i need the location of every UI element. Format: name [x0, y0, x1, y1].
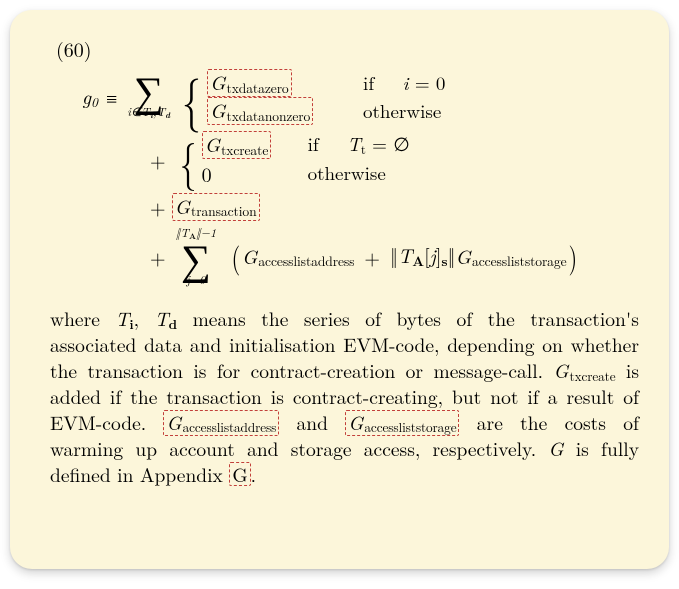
- brace-icon: {: [179, 140, 196, 178]
- equation-line-4: + ‖TA‖−1 ∑ j=0 ( Gaccesslistaddress + ‖T…: [150, 227, 639, 286]
- cond-2b: otherwise: [308, 162, 386, 184]
- boxed-g-transaction: Gtransaction: [172, 193, 260, 221]
- cond-2a: if Tt = ∅: [308, 133, 410, 157]
- sum-1-lower: i∈Ti,Td: [127, 106, 170, 119]
- boxed-g-txdatazero: Gtxdatazero: [207, 69, 292, 97]
- boxed-g-txdatanonzero: Gtxdatanonzero: [207, 97, 313, 125]
- boxed-inline-g-accessliststorage: Gaccessliststorage: [345, 410, 459, 436]
- equation-line-1: g0 ≡ ∑ i∈Ti,Td { Gtxdatazero: [50, 69, 639, 125]
- lhs-symbol: g0: [50, 84, 98, 110]
- term-mid: ‖TA[j]s‖: [390, 243, 456, 270]
- equation-line-3: + Gtransaction: [150, 193, 639, 221]
- boxed-appendix-g: G: [229, 462, 250, 486]
- sigma-icon: ∑: [181, 243, 211, 272]
- sum-2-lower: j=0: [186, 274, 205, 286]
- cases-2: Gtxcreate if Tt = ∅ 0 otherwise: [202, 131, 410, 187]
- cond-1b: otherwise: [363, 100, 441, 122]
- cases-1: Gtxdatazero if i = 0 Gtxdatanonzero othe…: [207, 69, 445, 125]
- equation-body: g0 ≡ ∑ i∈Ti,Td { Gtxdatazero: [50, 69, 639, 286]
- term-accessliststorage: Gaccessliststorage: [456, 244, 567, 269]
- equation-number: (60): [56, 34, 639, 63]
- boxed-g-txcreate: Gtxcreate: [202, 131, 272, 159]
- paren-open-icon: (: [232, 247, 241, 265]
- case-1a: Gtxdatazero if i = 0: [207, 69, 445, 97]
- Ti-Td: Ti, Td: [115, 304, 177, 332]
- case-1b: Gtxdatanonzero otherwise: [207, 97, 445, 125]
- sum-2: ‖TA‖−1 ∑ j=0: [176, 227, 217, 286]
- sigma-icon: ∑: [134, 75, 164, 104]
- equation-line-2: + { Gtxcreate if Tt = ∅ 0 otherwise: [150, 131, 639, 187]
- inline-g-txcreate: Gtxcreate: [553, 356, 615, 384]
- equation-card: (60) g0 ≡ ∑ i∈Ti,Td { Gtxdatazero: [10, 10, 669, 569]
- case-2b: 0 otherwise: [202, 159, 410, 187]
- plus-4: +: [150, 245, 166, 268]
- inline-g: G: [548, 434, 563, 462]
- brace-icon: {: [182, 75, 201, 118]
- plus-2: +: [150, 148, 166, 171]
- cond-1a: if i = 0: [363, 72, 445, 94]
- explanation-paragraph: where Ti, Td means the series of bytes o…: [50, 306, 639, 488]
- case-2a: Gtxcreate if Tt = ∅: [202, 131, 410, 159]
- term-accesslistaddress: Gaccesslistaddress: [242, 244, 355, 269]
- paren-close-icon: ): [568, 247, 577, 265]
- equiv-symbol: ≡: [106, 86, 117, 109]
- sum-1: ∑ i∈Ti,Td: [127, 75, 170, 119]
- boxed-inline-g-accesslistaddress: Gaccesslistaddress: [163, 410, 279, 436]
- plus-3: +: [150, 195, 166, 218]
